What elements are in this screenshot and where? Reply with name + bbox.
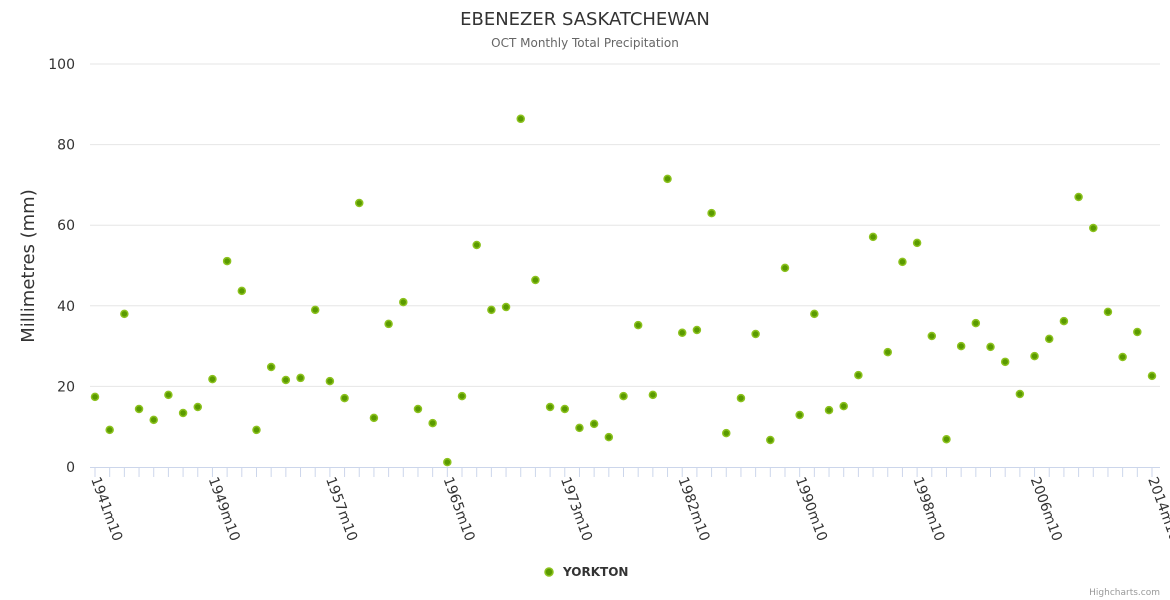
data-point [384, 319, 393, 329]
data-point [1030, 351, 1039, 361]
data-point [134, 404, 144, 414]
data-point [824, 405, 834, 415]
data-point [208, 374, 217, 384]
data-point [1059, 316, 1069, 326]
x-tick-label: 1941m10 [87, 475, 125, 544]
data-point [1074, 192, 1083, 202]
data-point [707, 208, 716, 218]
data-point [296, 373, 305, 383]
data-point [883, 347, 892, 357]
data-point [868, 232, 878, 242]
data-point [340, 393, 349, 403]
chart-title: EBENEZER SASKATCHEWAN [460, 9, 710, 30]
x-tick-label: 2006m10 [1027, 475, 1065, 544]
y-axis-title: Millimetres (mm) [18, 189, 39, 343]
x-tick-label: 1965m10 [440, 475, 478, 544]
data-point [472, 240, 481, 250]
y-tick-label: 80 [57, 138, 75, 154]
y-tick-label: 40 [57, 299, 75, 315]
data-point [633, 320, 643, 330]
data-point [1103, 307, 1113, 317]
data-point [677, 328, 687, 338]
data-point [222, 256, 232, 266]
legend-item-yorkton[interactable]: YORKTON [544, 565, 628, 579]
data-point [516, 114, 525, 124]
data-point [413, 404, 423, 414]
chart-subtitle: OCT Monthly Total Precipitation [491, 36, 679, 50]
data-point [663, 174, 672, 184]
data-point [751, 329, 760, 339]
x-tick-label: 1957m10 [322, 475, 360, 544]
data-point [1147, 371, 1157, 381]
data-point [193, 402, 203, 412]
data-point [589, 419, 599, 429]
data-point [648, 390, 658, 400]
data-point [736, 393, 746, 403]
data-point [692, 325, 702, 335]
data-point [1015, 389, 1025, 399]
data-point [810, 309, 819, 319]
data-point [1118, 352, 1127, 362]
data-point [399, 297, 408, 307]
data-point [1133, 327, 1142, 337]
data-point [355, 198, 364, 208]
data-point [369, 413, 379, 423]
data-point [237, 286, 247, 296]
data-point [795, 410, 804, 420]
data-point [325, 376, 335, 386]
data-point [545, 402, 555, 412]
data-point [149, 415, 158, 425]
y-tick-label: 0 [66, 460, 75, 476]
data-point [105, 425, 114, 435]
data-point [1089, 223, 1098, 233]
data-point [310, 305, 320, 315]
data-point [560, 404, 570, 414]
data-point [1000, 357, 1010, 367]
data-point [912, 238, 922, 248]
x-tick-label: 1982m10 [674, 475, 712, 544]
data-point [1044, 334, 1054, 344]
data-point [443, 457, 452, 467]
data-point [604, 432, 614, 442]
data-point [986, 342, 995, 352]
data-point [839, 401, 848, 411]
data-point [575, 423, 584, 433]
data-point [619, 391, 628, 401]
data-point [780, 263, 790, 273]
y-tick-label: 100 [48, 57, 75, 73]
x-tick-label: 1998m10 [909, 475, 947, 544]
x-tick-label: 1949m10 [205, 475, 243, 544]
y-tick-label: 20 [57, 379, 75, 395]
x-tick-label: 1973m10 [557, 475, 595, 544]
credits-link[interactable]: Highcharts.com [1089, 588, 1160, 598]
data-point [428, 418, 437, 428]
legend-marker-icon [544, 567, 554, 577]
data-point [266, 362, 276, 372]
data-point [927, 331, 937, 341]
x-tick-label: 1990m10 [792, 475, 830, 544]
data-point [722, 428, 731, 438]
data-point [487, 305, 496, 315]
data-point [281, 375, 291, 385]
data-point [898, 257, 907, 267]
data-point [956, 341, 966, 351]
data-point [252, 425, 261, 435]
data-point [971, 318, 981, 328]
data-point [90, 392, 100, 402]
data-point [766, 435, 775, 445]
data-point [164, 390, 173, 400]
legend-label: YORKTON [562, 565, 628, 579]
data-point [457, 391, 467, 401]
data-point [942, 434, 951, 444]
data-point [501, 302, 511, 312]
x-tick-label: 2014m10 [1144, 475, 1170, 544]
data-point [120, 309, 129, 319]
data-point [178, 408, 188, 418]
y-tick-label: 60 [57, 218, 75, 234]
data-point [531, 275, 540, 285]
data-point [854, 370, 863, 380]
